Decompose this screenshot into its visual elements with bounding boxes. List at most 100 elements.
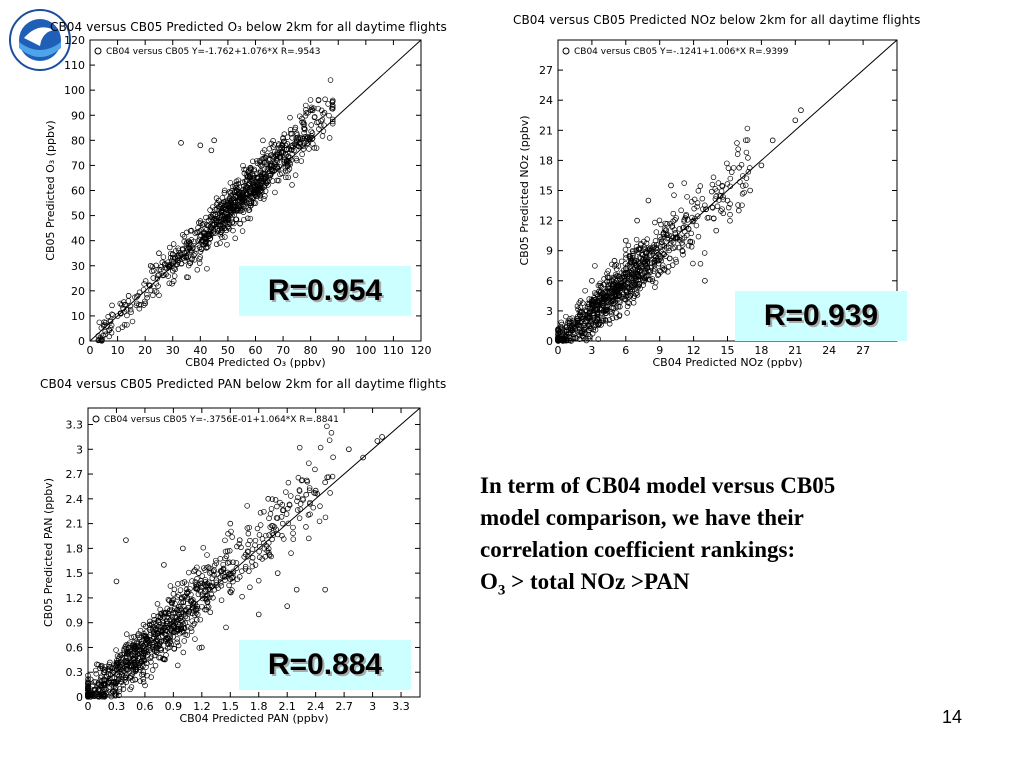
- data-point: [239, 207, 245, 214]
- data-point: [145, 638, 151, 644]
- data-point: [274, 163, 280, 170]
- data-point: [193, 585, 199, 591]
- data-point: [250, 195, 257, 201]
- data-point: [244, 548, 251, 554]
- data-point: [225, 201, 232, 207]
- data-point: [559, 321, 565, 328]
- data-point: [158, 266, 164, 273]
- data-point: [222, 202, 228, 209]
- y-tick-label: 30: [71, 260, 85, 273]
- data-point: [655, 251, 662, 258]
- data-point: [85, 687, 91, 693]
- data-point: [162, 610, 169, 616]
- data-point: [279, 520, 286, 527]
- data-point: [610, 281, 616, 288]
- data-point: [232, 235, 238, 242]
- data-point: [691, 196, 698, 203]
- data-point: [140, 669, 147, 675]
- data-point: [174, 639, 180, 646]
- data-point: [160, 254, 167, 260]
- data-point: [625, 242, 632, 249]
- data-point: [204, 232, 210, 238]
- data-point: [194, 586, 200, 592]
- data-point: [179, 619, 186, 625]
- data-point: [120, 686, 127, 692]
- y-tick-label: 0.3: [66, 666, 84, 679]
- data-point: [259, 156, 265, 162]
- data-point: [124, 322, 130, 328]
- data-point: [118, 310, 124, 317]
- data-point: [595, 282, 602, 289]
- data-point: [98, 337, 104, 344]
- data-point: [624, 310, 630, 316]
- data-point: [641, 268, 648, 274]
- legend-text: CB04 versus CB05 Y=-.3756E-01+1.064*X R=…: [104, 415, 339, 425]
- data-point: [181, 233, 188, 240]
- data-point: [290, 524, 296, 531]
- data-point: [680, 248, 686, 255]
- data-point: [590, 307, 597, 313]
- data-point: [659, 239, 665, 246]
- data-point: [256, 554, 263, 561]
- data-point: [315, 119, 322, 125]
- data-point: [724, 197, 731, 204]
- data-point: [139, 672, 145, 678]
- data-point: [300, 121, 307, 127]
- data-point: [268, 140, 275, 147]
- data-point: [230, 559, 236, 565]
- data-point: [670, 239, 677, 246]
- data-point: [743, 175, 750, 181]
- data-point: [585, 301, 592, 308]
- y-tick-label: 18: [539, 154, 553, 167]
- data-point: [608, 309, 615, 315]
- data-point: [681, 180, 687, 186]
- data-point: [329, 106, 336, 112]
- data-point: [633, 263, 640, 269]
- data-point: [628, 257, 635, 264]
- data-point: [297, 113, 303, 119]
- data-point: [183, 581, 190, 587]
- data-point: [708, 188, 715, 195]
- data-point: [171, 258, 177, 265]
- legend-text: CB04 versus CB05 Y=-.1241+1.006*X R=.939…: [574, 47, 789, 57]
- data-point: [225, 217, 231, 224]
- data-point: [735, 146, 741, 152]
- data-point: [622, 237, 629, 244]
- data-point: [198, 239, 205, 245]
- data-point: [281, 131, 288, 137]
- data-point: [247, 203, 254, 209]
- ranking-o3: O: [480, 569, 498, 594]
- data-point: [679, 247, 686, 254]
- data-point: [555, 334, 561, 340]
- data-point: [322, 514, 329, 521]
- y-tick-label: 50: [71, 210, 85, 223]
- data-point: [179, 232, 186, 238]
- data-point: [136, 634, 143, 641]
- data-point: [160, 627, 166, 634]
- data-point: [274, 177, 280, 184]
- data-point: [695, 188, 702, 194]
- data-point: [161, 611, 168, 617]
- data-point: [133, 666, 140, 673]
- data-point: [119, 324, 126, 330]
- data-point: [259, 536, 266, 542]
- data-point: [266, 515, 272, 522]
- summary-text: In term of CB04 model versus CB05 model …: [480, 470, 940, 607]
- data-point: [269, 496, 276, 502]
- data-point: [277, 171, 283, 178]
- data-point: [150, 624, 157, 630]
- data-point: [641, 255, 647, 262]
- data-point: [110, 688, 116, 694]
- data-point: [652, 284, 658, 290]
- data-point: [647, 276, 653, 283]
- data-point: [85, 678, 91, 684]
- data-point: [308, 122, 314, 128]
- data-point: [216, 203, 222, 210]
- data-point: [234, 188, 240, 194]
- data-point: [313, 145, 320, 151]
- data-point: [709, 181, 716, 188]
- data-point: [148, 659, 154, 665]
- data-point: [189, 249, 195, 256]
- data-point: [594, 315, 600, 322]
- data-point: [360, 454, 366, 461]
